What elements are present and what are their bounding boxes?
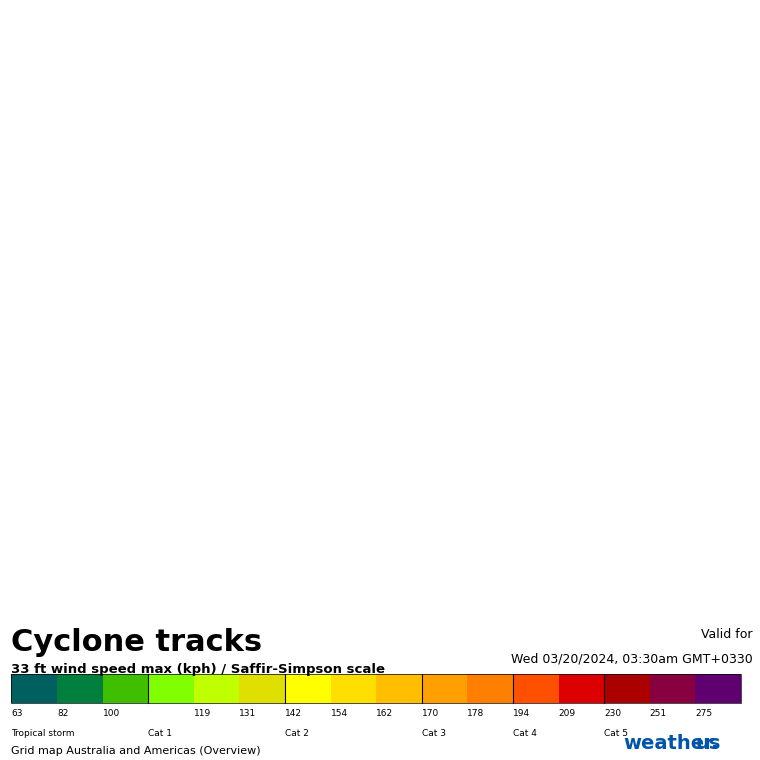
Text: 142: 142	[285, 708, 302, 717]
Text: weather.: weather.	[623, 734, 718, 753]
Bar	[650, 674, 695, 703]
Text: This service is based on data and products of the European Centre for Medium-ran: This service is based on data and produc…	[8, 5, 642, 15]
Text: us: us	[695, 734, 720, 753]
Bar	[559, 674, 604, 703]
Text: 63: 63	[11, 708, 23, 717]
Text: 209: 209	[559, 708, 576, 717]
Text: Cat 5: Cat 5	[604, 729, 629, 737]
Bar	[103, 674, 148, 703]
Bar	[57, 674, 103, 703]
Bar	[11, 674, 57, 703]
Bar	[513, 674, 559, 703]
Text: Tropical storm: Tropical storm	[11, 729, 75, 737]
Text: Grid map Australia and Americas (Overview): Grid map Australia and Americas (Overvie…	[11, 746, 261, 755]
Text: Map data © OpenStreetMap contributors, rendering GIScience Research Group @ Heid: Map data © OpenStreetMap contributors, r…	[425, 608, 752, 614]
Text: 251: 251	[650, 708, 667, 717]
Text: 170: 170	[422, 708, 439, 717]
Bar	[239, 674, 285, 703]
Bar	[194, 674, 239, 703]
Bar	[422, 674, 467, 703]
Bar	[11, 674, 741, 703]
Bar	[331, 674, 376, 703]
Text: 230: 230	[604, 708, 622, 717]
Text: 82: 82	[57, 708, 68, 717]
Bar	[467, 674, 513, 703]
Text: 194: 194	[513, 708, 530, 717]
Bar	[376, 674, 422, 703]
Text: 178: 178	[467, 708, 485, 717]
Bar	[148, 674, 194, 703]
Text: Cyclone tracks: Cyclone tracks	[11, 629, 262, 657]
Text: 162: 162	[376, 708, 394, 717]
Text: 119: 119	[194, 708, 211, 717]
Text: Cat 1: Cat 1	[148, 729, 173, 737]
Text: Cat 4: Cat 4	[513, 729, 537, 737]
Text: 33 ft wind speed max (kph) / Saffir-Simpson scale: 33 ft wind speed max (kph) / Saffir-Simp…	[11, 663, 385, 676]
Text: 154: 154	[331, 708, 348, 717]
Text: 131: 131	[239, 708, 257, 717]
Text: Cat 3: Cat 3	[422, 729, 446, 737]
Text: Wed 03/20/2024, 03:30am GMT+0330: Wed 03/20/2024, 03:30am GMT+0330	[511, 653, 752, 666]
Text: 275: 275	[695, 708, 713, 717]
Text: Valid for: Valid for	[701, 629, 752, 641]
Text: 100: 100	[103, 708, 120, 717]
Bar	[604, 674, 650, 703]
Bar	[695, 674, 741, 703]
Bar	[285, 674, 331, 703]
Text: Cat 2: Cat 2	[285, 729, 309, 737]
